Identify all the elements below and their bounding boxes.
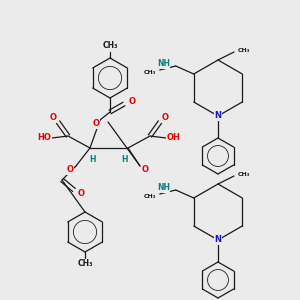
Text: O: O [67, 166, 73, 175]
Text: NH: NH [157, 59, 170, 68]
Text: CH₃: CH₃ [102, 41, 118, 50]
Text: O: O [161, 113, 169, 122]
Text: NH: NH [157, 184, 170, 193]
Text: N: N [214, 112, 221, 121]
Text: N: N [214, 236, 221, 244]
Text: O: O [128, 97, 136, 106]
Text: CH₃: CH₃ [143, 70, 156, 74]
Text: CH₃: CH₃ [77, 260, 93, 268]
Text: O: O [92, 119, 100, 128]
Text: CH₃: CH₃ [238, 172, 250, 176]
Text: O: O [77, 188, 85, 197]
Text: H: H [90, 154, 96, 164]
Text: H: H [122, 154, 128, 164]
Text: CH₃: CH₃ [143, 194, 156, 199]
Text: OH: OH [167, 134, 181, 142]
Text: CH₃: CH₃ [238, 47, 250, 52]
Text: O: O [142, 166, 148, 175]
Text: O: O [50, 113, 56, 122]
Text: HO: HO [37, 134, 51, 142]
